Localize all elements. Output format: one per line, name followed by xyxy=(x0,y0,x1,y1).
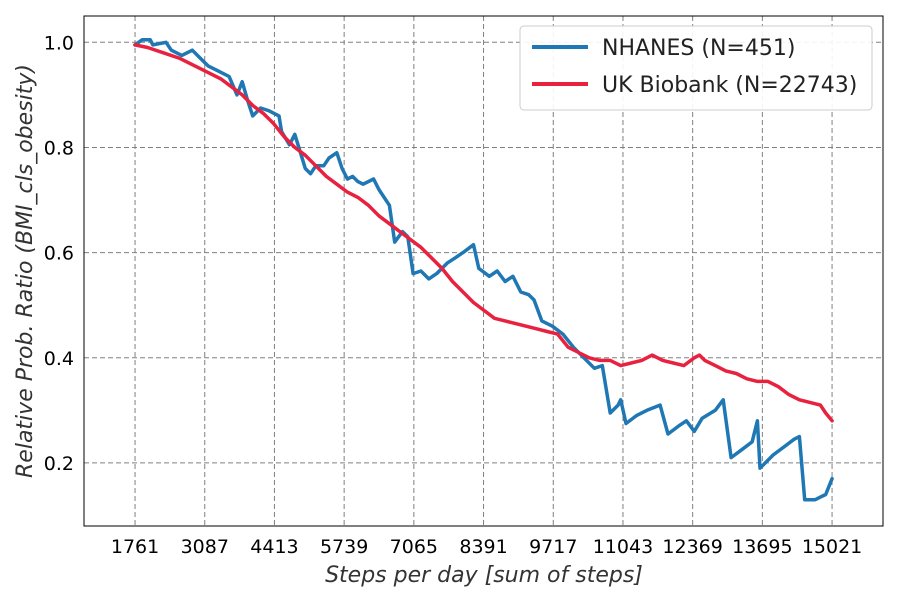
y-tick-label: 0.8 xyxy=(44,137,74,159)
y-tick-label: 0.2 xyxy=(44,453,74,475)
series-line-uk-biobank xyxy=(133,43,834,423)
series-layer xyxy=(133,37,834,502)
legend-box xyxy=(519,25,873,111)
x-tick-label: 9717 xyxy=(529,536,577,558)
x-axis-ticks: 1761 3087 4413 5739 7065 8391 9717 11043 12369 13… xyxy=(111,536,862,558)
legend: NHANES (N=451) UK Biobank (N=22743) xyxy=(519,25,873,111)
x-tick-label: 7065 xyxy=(390,536,438,558)
legend-label-nhanes: NHANES (N=451) xyxy=(602,36,795,61)
x-tick-label: 8391 xyxy=(459,536,507,558)
x-axis-label: Steps per day [sum of steps] xyxy=(325,563,643,588)
y-tick-label: 1.0 xyxy=(44,32,74,54)
x-tick-label: 12369 xyxy=(662,536,722,558)
x-tick-label: 5739 xyxy=(320,536,368,558)
x-tick-label: 3087 xyxy=(181,536,229,558)
plot-frame xyxy=(83,15,884,527)
legend-label-uk-biobank: UK Biobank (N=22743) xyxy=(602,73,857,98)
y-axis-ticks: 0.2 0.4 0.6 0.8 1.0 xyxy=(44,32,74,475)
y-axis-label: Relative Prob. Ratio (BMI_cls_obesity) xyxy=(13,64,38,478)
y-tick-label: 0.4 xyxy=(44,348,74,370)
x-tick-label: 13695 xyxy=(732,536,792,558)
series-line-nhanes xyxy=(133,37,834,502)
x-tick-label: 11043 xyxy=(593,536,653,558)
x-tick-label: 4413 xyxy=(250,536,298,558)
x-tick-label: 1761 xyxy=(111,536,159,558)
x-tick-label: 15021 xyxy=(802,536,862,558)
y-tick-label: 0.6 xyxy=(44,243,74,265)
